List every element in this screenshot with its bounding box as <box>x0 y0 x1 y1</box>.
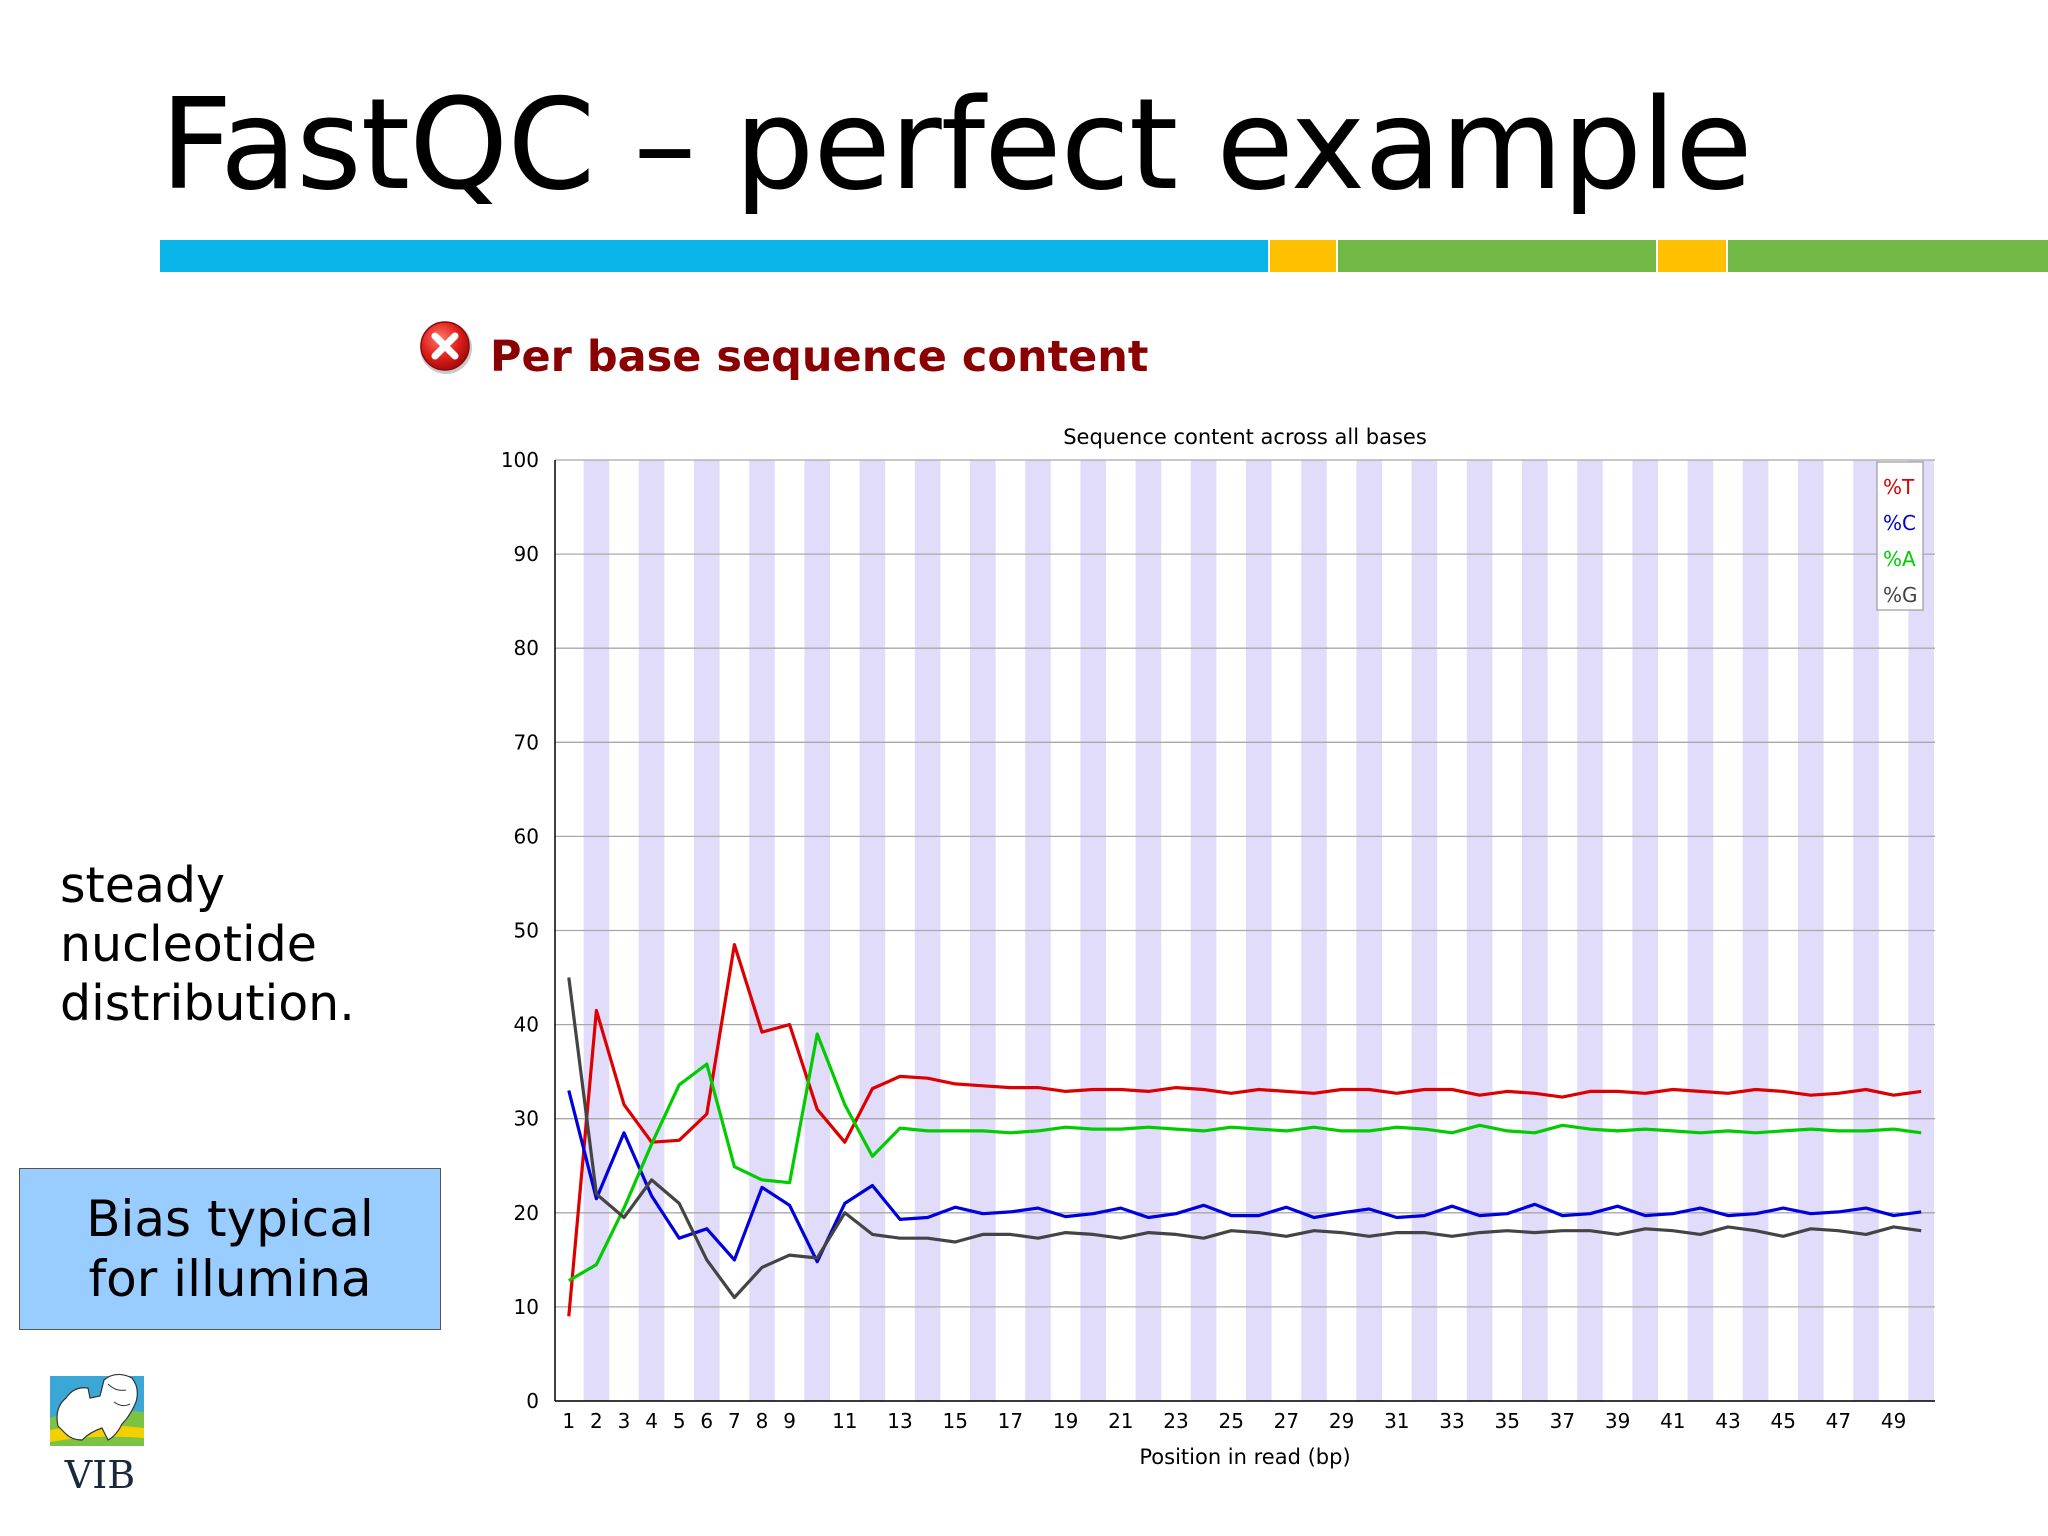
note-line: nucleotide <box>60 916 317 973</box>
series-line <box>567 942 1922 1317</box>
stripe-segment <box>1658 240 1726 272</box>
chart-title: Sequence content across all bases <box>1063 425 1427 449</box>
x-tick-label: 2 <box>590 1409 603 1433</box>
x-axis-label: Position in read (bp) <box>1139 1445 1350 1469</box>
series-line <box>567 1090 1922 1264</box>
x-tick-label: 35 <box>1494 1409 1519 1433</box>
x-tick-label: 9 <box>783 1409 796 1433</box>
x-tick-label: 1 <box>562 1409 575 1433</box>
stripe-segment <box>1728 240 2048 272</box>
stripe-segment <box>160 240 1268 272</box>
y-tick-label: 50 <box>514 919 539 943</box>
x-tick-label: 8 <box>756 1409 769 1433</box>
x-tick-label: 49 <box>1881 1409 1906 1433</box>
x-tick-label: 29 <box>1329 1409 1354 1433</box>
x-tick-label: 45 <box>1770 1409 1795 1433</box>
x-tick-label: 7 <box>728 1409 741 1433</box>
stripe-segment <box>1270 240 1336 272</box>
x-tick-label: 19 <box>1053 1409 1078 1433</box>
x-tick-label: 4 <box>645 1409 658 1433</box>
x-tick-label: 13 <box>887 1409 912 1433</box>
x-tick-label: 43 <box>1715 1409 1740 1433</box>
x-tick-label: 31 <box>1384 1409 1409 1433</box>
svg-text:VIB: VIB <box>64 1453 135 1494</box>
y-tick-label: 40 <box>514 1013 539 1037</box>
y-tick-label: 10 <box>514 1295 539 1319</box>
x-tick-label: 11 <box>832 1409 857 1433</box>
x-tick-label: 23 <box>1163 1409 1188 1433</box>
x-tick-label: 6 <box>700 1409 713 1433</box>
note-text: steady nucleotide distribution. <box>60 856 355 1033</box>
x-tick-label: 5 <box>673 1409 686 1433</box>
error-cross-icon <box>420 321 472 374</box>
y-tick-label: 0 <box>526 1389 539 1413</box>
x-tick-label: 17 <box>998 1409 1023 1433</box>
legend-entry: %G <box>1883 583 1918 607</box>
x-tick-label: 15 <box>942 1409 967 1433</box>
y-tick-label: 70 <box>514 730 539 754</box>
series-line <box>567 977 1922 1300</box>
note-line: steady <box>60 857 226 914</box>
x-tick-label: 25 <box>1218 1409 1243 1433</box>
legend-entry: %C <box>1883 511 1916 535</box>
slide-title: FastQC – perfect example <box>160 71 1753 218</box>
y-tick-label: 20 <box>514 1201 539 1225</box>
callout-line: Bias typical <box>86 1190 374 1248</box>
callout-line: for illumina <box>88 1250 372 1308</box>
x-tick-label: 37 <box>1550 1409 1575 1433</box>
x-tick-label: 21 <box>1108 1409 1133 1433</box>
stripe-segment <box>1338 240 1656 272</box>
y-tick-label: 90 <box>514 542 539 566</box>
vib-logo: VIB <box>50 1373 144 1494</box>
panel-title: Per base sequence content <box>490 332 1149 382</box>
series-line <box>567 1032 1922 1282</box>
y-tick-label: 80 <box>514 636 539 660</box>
legend-box <box>1876 461 1924 611</box>
note-line: distribution. <box>60 975 355 1032</box>
legend-entry: %T <box>1883 475 1915 499</box>
x-tick-label: 27 <box>1274 1409 1299 1433</box>
x-tick-label: 3 <box>618 1409 631 1433</box>
x-tick-label: 33 <box>1439 1409 1464 1433</box>
legend-entry: %A <box>1883 547 1916 571</box>
x-tick-label: 41 <box>1660 1409 1685 1433</box>
y-tick-label: 100 <box>501 448 539 472</box>
callout-box: Bias typical for illumina <box>19 1168 441 1330</box>
x-tick-label: 39 <box>1605 1409 1630 1433</box>
y-tick-label: 60 <box>514 824 539 848</box>
y-tick-label: 30 <box>514 1107 539 1131</box>
x-tick-label: 47 <box>1826 1409 1851 1433</box>
